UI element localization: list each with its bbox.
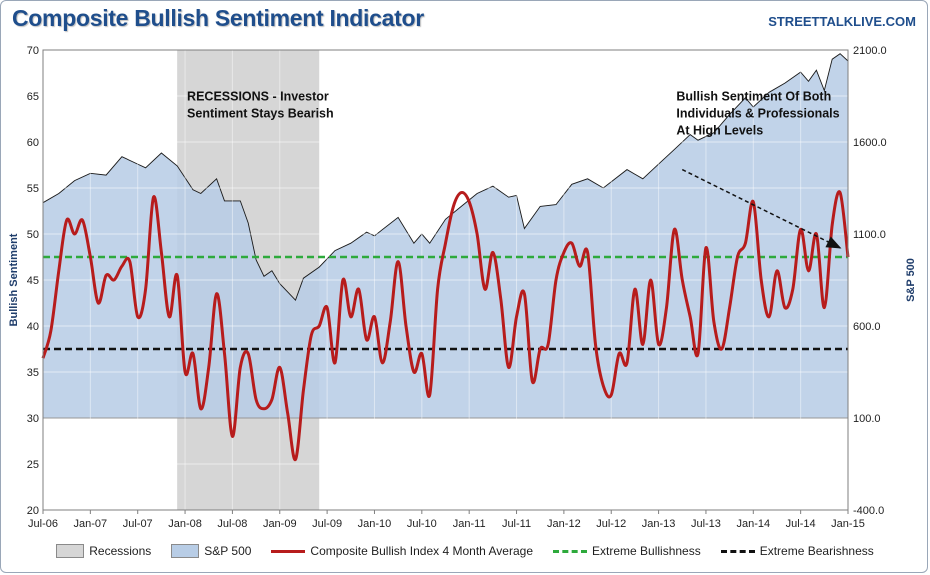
brand-label: STREETTALKLIVE.COM [768, 14, 916, 29]
chart-legend: Recessions S&P 500 Composite Bullish Ind… [0, 541, 930, 561]
legend-label-sentiment: Composite Bullish Index 4 Month Average [310, 544, 533, 558]
x-tick-label: Jul-11 [502, 518, 531, 530]
legend-label-recessions: Recessions [89, 544, 152, 558]
y-tick-label: 50 [27, 229, 39, 241]
y2-tick-label: 100.0 [853, 413, 881, 425]
legend-swatch-extreme-bullishness [553, 549, 587, 553]
legend-swatch-sentiment [271, 549, 306, 553]
sentiment-line [41, 190, 850, 461]
x-tick-label: Jan-11 [453, 518, 486, 530]
legend-item-sentiment: Composite Bullish Index 4 Month Average [271, 544, 533, 558]
annotation-text: At High Levels [676, 124, 763, 138]
legend-swatch-extreme-bearishness [720, 549, 755, 553]
x-tick-label: Jan-08 [168, 518, 202, 530]
x-tick-label: Jul-10 [407, 518, 437, 530]
x-tick-label: Jul-09 [312, 518, 342, 530]
x-tick-label: Jul-07 [123, 518, 153, 530]
chart-title: Composite Bullish Sentiment Indicator [12, 5, 424, 31]
annotation-text: RECESSIONS - Investor [187, 90, 329, 104]
y-tick-label: 40 [27, 321, 39, 333]
legend-swatch-sp500 [171, 544, 200, 558]
x-tick-label: Jul-14 [786, 518, 816, 530]
x-tick-label: Jan-09 [263, 518, 297, 530]
x-tick-label: Jan-15 [831, 518, 865, 530]
x-tick-label: Jan-12 [547, 518, 581, 530]
y-tick-label: 65 [27, 91, 39, 103]
x-tick-label: Jul-13 [691, 518, 721, 530]
y-tick-label: 30 [27, 413, 39, 425]
y-tick-label: 20 [27, 505, 39, 517]
y-tick-label: 35 [27, 367, 39, 379]
x-tick-label: Jan-10 [358, 518, 392, 530]
legend-label-extreme-bullishness: Extreme Bullishness [592, 544, 701, 558]
annotation-text: Sentiment Stays Bearish [187, 107, 334, 121]
legend-label-sp500: S&P 500 [204, 544, 252, 558]
x-tick-label: Jul-06 [28, 518, 58, 530]
legend-label-extreme-bearishness: Extreme Bearishness [759, 544, 874, 558]
y2-tick-label: 1600.0 [853, 137, 887, 149]
y2-tick-label: 2100.0 [853, 45, 887, 57]
y2-tick-label: 600.0 [853, 321, 881, 333]
y2-tick-label: 1100.0 [853, 229, 886, 241]
y-tick-label: 55 [27, 183, 39, 195]
x-tick-label: Jul-08 [217, 518, 247, 530]
legend-swatch-recessions [56, 544, 85, 558]
legend-item-sp500: S&P 500 [171, 544, 251, 558]
y2-tick-label: -400.0 [853, 505, 884, 517]
y-tick-label: 25 [27, 459, 39, 471]
legend-item-extreme-bearishness: Extreme Bearishness [720, 544, 874, 558]
annotation-text: Individuals & Professionals [676, 107, 839, 121]
x-tick-label: Jan-13 [642, 518, 676, 530]
annotation-arrow [681, 168, 842, 249]
sp500-line [42, 53, 849, 302]
y-tick-label: 70 [27, 45, 39, 57]
legend-item-extreme-bullishness: Extreme Bullishness [553, 544, 701, 558]
x-tick-label: Jul-12 [596, 518, 626, 530]
x-tick-label: Jan-07 [74, 518, 108, 530]
y2-axis-title: S&P 500 [905, 258, 917, 302]
y-axis-title: Bullish Sentiment [8, 233, 20, 326]
y-tick-label: 45 [27, 275, 39, 287]
x-tick-label: Jan-14 [736, 518, 770, 530]
plot-border [42, 49, 849, 511]
legend-item-recessions: Recessions [56, 544, 151, 558]
annotation-text: Bullish Sentiment Of Both [676, 90, 831, 104]
y-tick-label: 60 [27, 137, 39, 149]
